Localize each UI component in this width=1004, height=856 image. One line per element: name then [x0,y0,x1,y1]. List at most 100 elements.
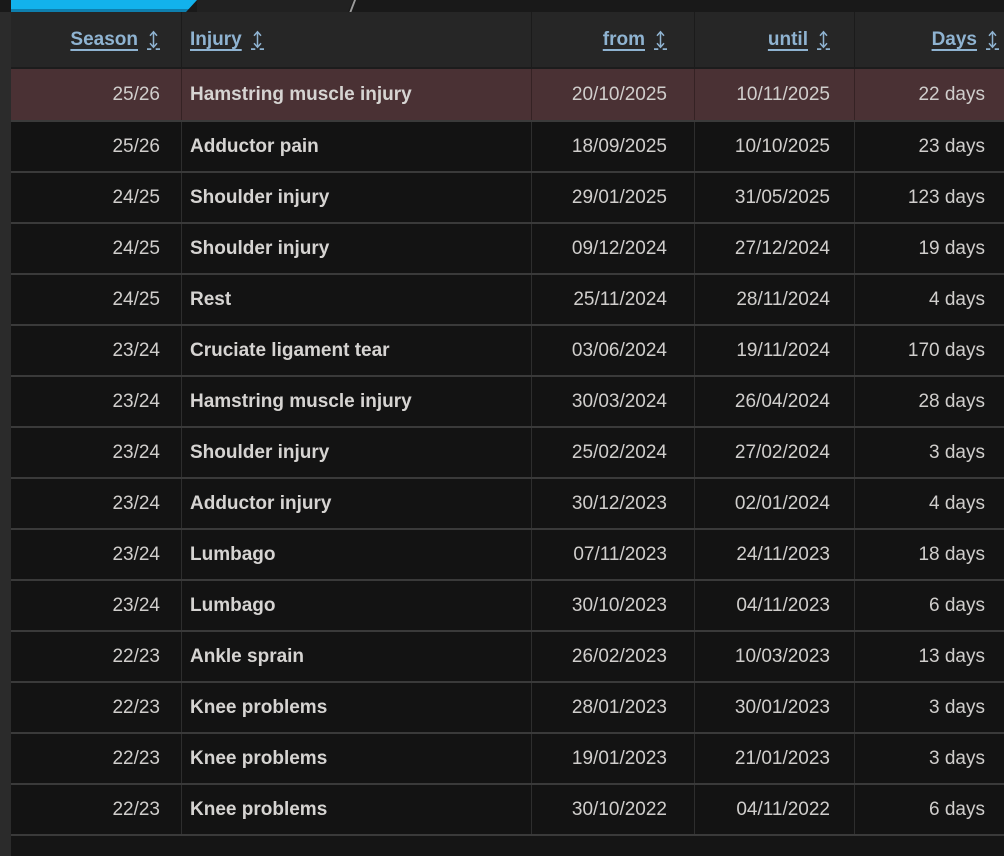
tab-bar [0,0,1004,13]
table-row: 23/24 Hamstring muscle injury 30/03/2024… [11,375,1004,426]
cell-from: 18/09/2025 [531,122,694,171]
cell-from: 30/10/2023 [531,581,694,630]
cell-from: 28/01/2023 [531,683,694,732]
cell-injury: Adductor pain [181,122,531,171]
cell-season: 25/26 [112,135,160,157]
cell-until: 26/04/2024 [694,377,854,426]
cell-until: 31/05/2025 [694,173,854,222]
cell-from: 30/10/2022 [531,785,694,834]
cell-season: 23/24 [112,339,160,361]
cell-days: 23 days [854,122,1004,171]
table-row: 23/24 Lumbago 07/11/2023 24/11/2023 18 d… [11,528,1004,579]
column-label-days: Days [931,28,977,50]
header-cell-season[interactable]: Season [11,12,181,67]
cell-injury: Ankle sprain [181,632,531,681]
table-row: 25/26 Hamstring muscle injury 20/10/2025… [11,69,1004,120]
cell-from: 26/02/2023 [531,632,694,681]
cell-until: 28/11/2024 [694,275,854,324]
cell-from: 30/12/2023 [531,479,694,528]
table-row: 22/23 Knee problems 28/01/2023 30/01/202… [11,681,1004,732]
cell-days: 6 days [854,581,1004,630]
sort-icon [147,30,160,50]
cell-injury: Cruciate ligament tear [181,326,531,375]
cell-injury: Shoulder injury [181,428,531,477]
sort-icon [986,30,999,50]
cell-days: 22 days [854,69,1004,120]
cell-until: 30/01/2023 [694,683,854,732]
cell-from: 25/11/2024 [531,275,694,324]
cell-from: 30/03/2024 [531,377,694,426]
cell-until: 04/11/2022 [694,785,854,834]
cell-days: 6 days [854,785,1004,834]
cell-until: 27/02/2024 [694,428,854,477]
table-row: 22/23 Knee problems 30/10/2022 04/11/202… [11,783,1004,834]
cell-injury: Knee problems [181,785,531,834]
cell-days: 3 days [854,683,1004,732]
table-row: 22/23 Knee problems 19/01/2023 21/01/202… [11,732,1004,783]
cell-until: 10/11/2025 [694,69,854,120]
header-cell-until[interactable]: until [694,12,854,67]
cell-season: 23/24 [112,390,160,412]
active-tab[interactable] [11,0,197,12]
cell-season: 22/23 [112,696,160,718]
table-row: 24/25 Rest 25/11/2024 28/11/2024 4 days [11,273,1004,324]
cell-until: 02/01/2024 [694,479,854,528]
table-row: 22/23 Ankle sprain 26/02/2023 10/03/2023… [11,630,1004,681]
cell-days: 4 days [854,479,1004,528]
cell-days: 13 days [854,632,1004,681]
cell-from: 03/06/2024 [531,326,694,375]
cell-from: 09/12/2024 [531,224,694,273]
inactive-tab[interactable] [197,0,353,12]
cell-days: 18 days [854,530,1004,579]
cell-injury: Adductor injury [181,479,531,528]
header-cell-days[interactable]: Days [854,12,1004,67]
header-cell-from[interactable]: from [531,12,694,67]
cell-season: 25/26 [112,83,160,105]
cell-days: 19 days [854,224,1004,273]
cell-days: 3 days [854,428,1004,477]
cell-season: 22/23 [112,747,160,769]
cell-from: 29/01/2025 [531,173,694,222]
cell-injury: Rest [181,275,531,324]
column-label-from: from [602,28,645,50]
cell-season: 24/25 [112,186,160,208]
cell-until: 04/11/2023 [694,581,854,630]
table-body: 25/26 Hamstring muscle injury 20/10/2025… [11,69,1004,834]
table-bottom-strip [11,836,1004,856]
cell-days: 3 days [854,734,1004,783]
cell-injury: Hamstring muscle injury [181,377,531,426]
column-label-injury: Injury [190,28,242,50]
cell-injury: Shoulder injury [181,224,531,273]
table-header-row: Season Injury from until [11,12,1004,69]
column-label-until: until [767,28,808,50]
cell-season: 22/23 [112,798,160,820]
table-row: 23/24 Shoulder injury 25/02/2024 27/02/2… [11,426,1004,477]
cell-until: 19/11/2024 [694,326,854,375]
table-row: 24/25 Shoulder injury 09/12/2024 27/12/2… [11,222,1004,273]
cell-days: 4 days [854,275,1004,324]
header-cell-injury[interactable]: Injury [181,12,531,67]
cell-until: 24/11/2023 [694,530,854,579]
cell-season: 23/24 [112,594,160,616]
cell-from: 07/11/2023 [531,530,694,579]
cell-season: 24/25 [112,288,160,310]
cell-season: 23/24 [112,543,160,565]
table-row: 23/24 Lumbago 30/10/2023 04/11/2023 6 da… [11,579,1004,630]
cell-season: 24/25 [112,237,160,259]
table-row: 23/24 Adductor injury 30/12/2023 02/01/2… [11,477,1004,528]
cell-from: 20/10/2025 [531,69,694,120]
cell-until: 10/03/2023 [694,632,854,681]
table-row: 23/24 Cruciate ligament tear 03/06/2024 … [11,324,1004,375]
cell-injury: Shoulder injury [181,173,531,222]
cell-season: 22/23 [112,645,160,667]
cell-until: 10/10/2025 [694,122,854,171]
cell-season: 23/24 [112,441,160,463]
cell-from: 19/01/2023 [531,734,694,783]
cell-injury: Lumbago [181,581,531,630]
cell-injury: Knee problems [181,734,531,783]
cell-until: 21/01/2023 [694,734,854,783]
table-row: 25/26 Adductor pain 18/09/2025 10/10/202… [11,120,1004,171]
cell-days: 170 days [854,326,1004,375]
cell-from: 25/02/2024 [531,428,694,477]
